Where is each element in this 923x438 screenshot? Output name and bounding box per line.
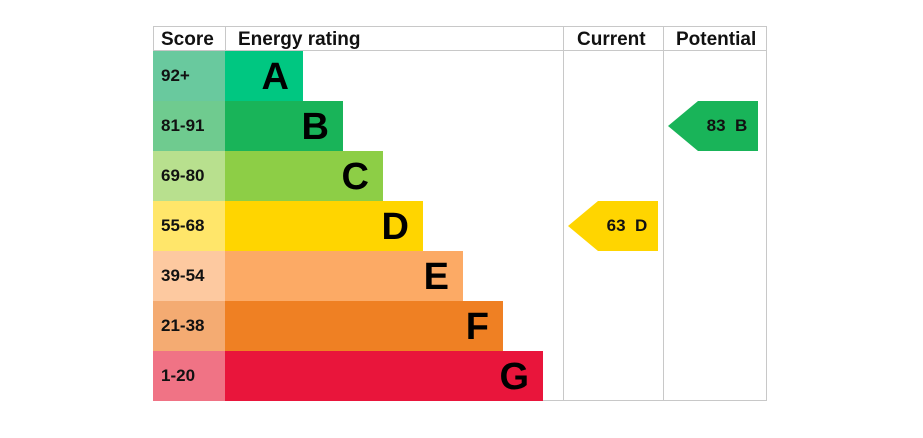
band-bar-a: A [225,51,303,101]
score-range-a: 92+ [153,51,225,101]
current-column-header: Current [577,29,646,50]
score-range-c: 69-80 [153,151,225,201]
current-column-divider [663,26,664,401]
band-bar-c: C [225,151,383,201]
band-bar-f: F [225,301,503,351]
potential-rating-label: 83 B [706,116,748,135]
score-range-f: 21-38 [153,301,225,351]
potential-column-header: Potential [676,29,757,50]
score-range-d: 55-68 [153,201,225,251]
score-range-g: 1-20 [153,351,225,401]
band-bar-d: D [225,201,423,251]
score-range-b: 81-91 [153,101,225,151]
energy-rating-column-header: Energy rating [238,29,361,50]
score-column-header: Score [161,29,214,50]
header-divider [153,50,767,51]
score-range-e: 39-54 [153,251,225,301]
current-rating-label: 63 D [606,216,648,235]
band-bar-e: E [225,251,463,301]
band-bar-g: G [225,351,543,401]
rating-column-divider [563,26,564,401]
band-bar-b: B [225,101,343,151]
